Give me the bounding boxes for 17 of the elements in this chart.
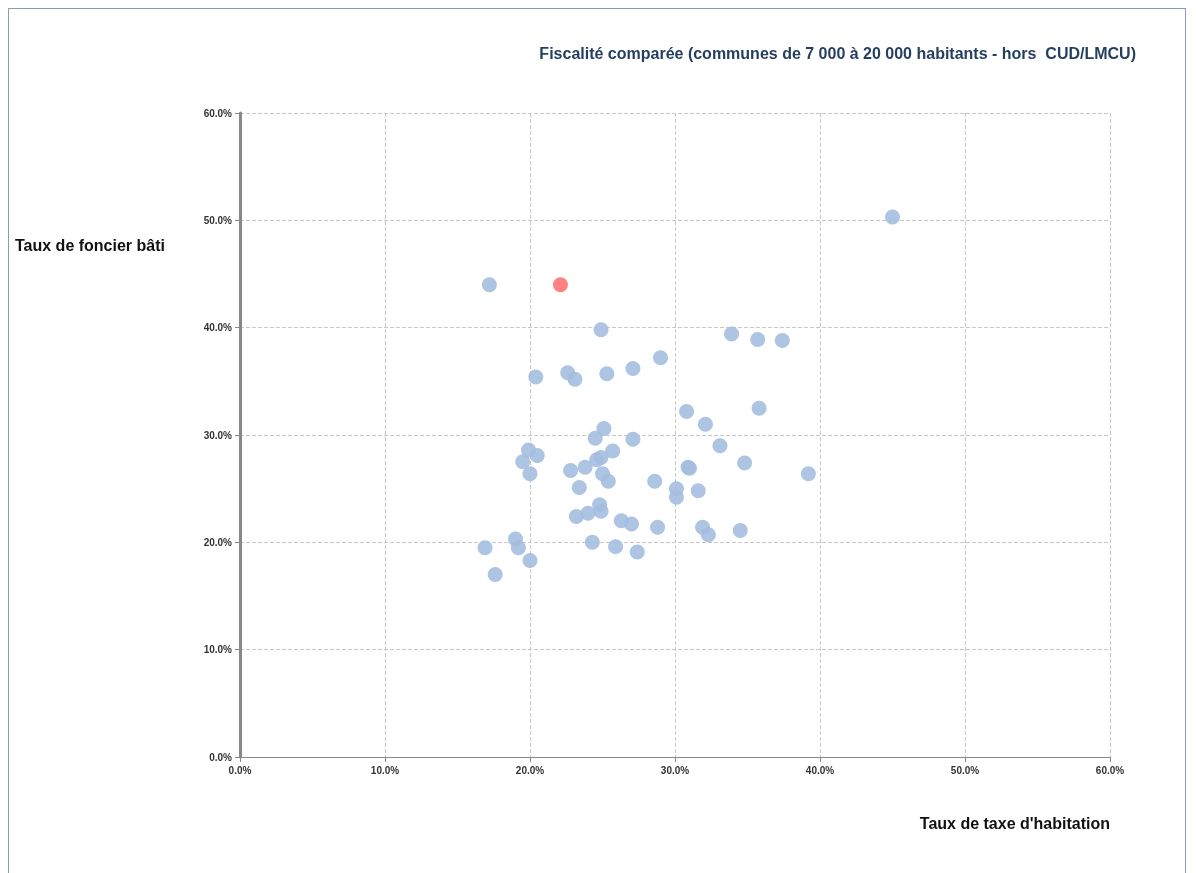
x-tick-label: 40.0% xyxy=(805,764,835,776)
x-tick-label: 60.0% xyxy=(1095,764,1125,776)
y-axis-title: Taux de foncier bâti xyxy=(15,236,165,254)
x-tick-label: 20.0% xyxy=(515,764,545,776)
y-tick-label: 40.0% xyxy=(203,322,233,334)
x-tick-label: 30.0% xyxy=(660,764,690,776)
y-tick-label: 60.0% xyxy=(203,107,233,119)
x-tick-label: 50.0% xyxy=(950,764,980,776)
y-tick-label: 20.0% xyxy=(203,536,233,548)
x-axis-title: Taux de taxe d'habitation xyxy=(919,814,1110,832)
y-tick-label: 0.0% xyxy=(209,751,233,763)
y-tick-label: 30.0% xyxy=(203,429,233,441)
x-tick-label: 0.0% xyxy=(228,764,252,776)
y-tick-label: 10.0% xyxy=(203,644,233,656)
y-tick-label: 50.0% xyxy=(203,214,233,226)
x-tick-label: 10.0% xyxy=(370,764,400,776)
chart-title: Fiscalité comparée (communes de 7 000 à 20 000 habitants - hors CUD/LMCU) xyxy=(539,44,1137,62)
